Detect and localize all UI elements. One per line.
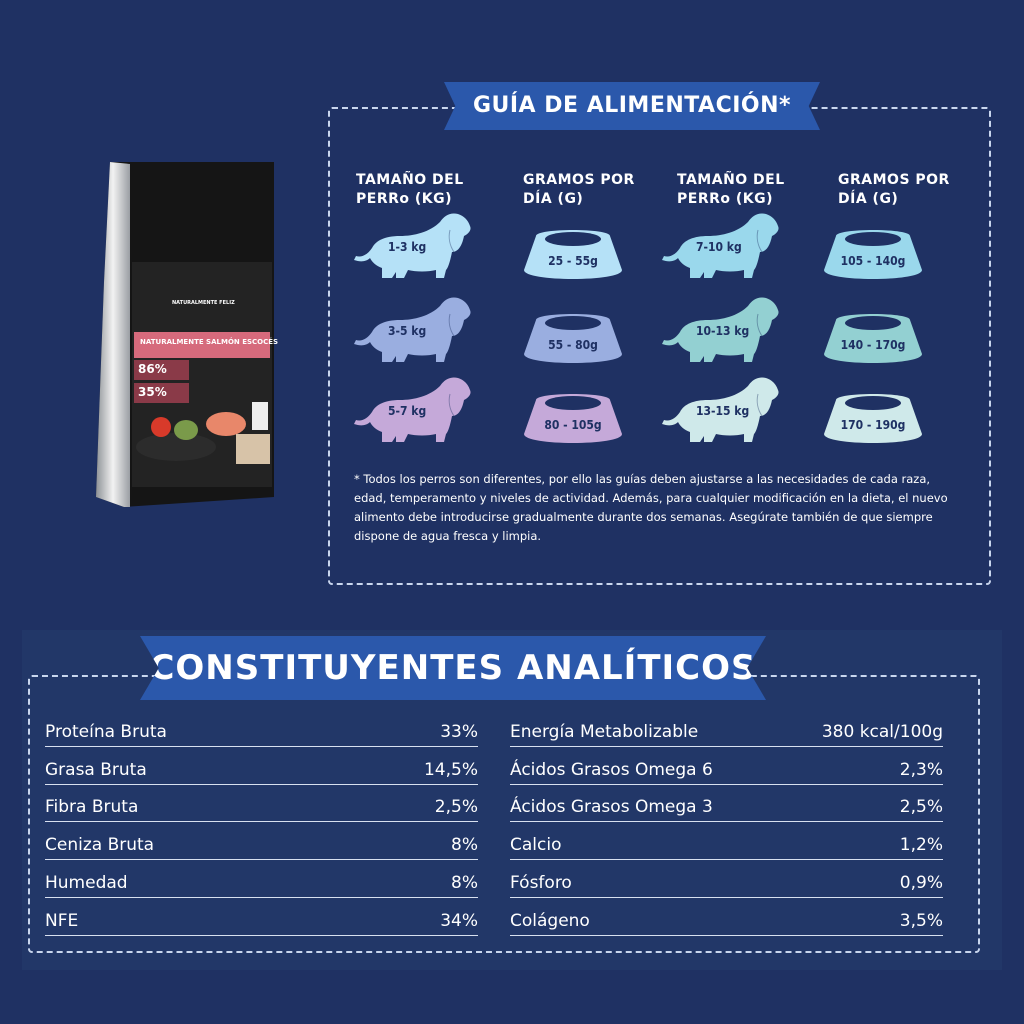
grams-label: 55 - 80g [548,338,598,352]
analysis-label: Energía Metabolizable [510,722,699,742]
bowl-icon: 170 - 190g [822,390,924,444]
analysis-title: CONSTITUYENTES ANALÍTICOS [140,636,766,700]
bowl-icon: 140 - 170g [822,310,924,364]
analysis-row: Calcio 1,2% [510,822,943,861]
grams-label: 105 - 140g [840,254,906,268]
dog-size-label: 3-5 kg [388,324,427,338]
analysis-label: Calcio [510,835,562,856]
dog-size-label: 7-10 kg [696,240,742,254]
analysis-row: Ácidos Grasos Omega 6 2,3% [510,747,943,785]
dog-size-label: 13-15 kg [696,404,750,418]
dog-size-icon: 3-5 kg [352,296,474,364]
analysis-label: Fósforo [510,872,572,893]
analysis-label: Ácidos Grasos Omega 6 [510,759,713,780]
grams-label: 170 - 190g [840,418,906,432]
bowl-icon: 80 - 105g [522,390,624,444]
product-stat-1: 86% [138,362,167,376]
analysis-value: 3,5% [899,910,943,931]
product-bag-image: NATURALMENTE FELIZ NATURALMENTE SALMÓN E… [96,162,278,507]
analysis-row: Grasa Bruta 14,5% [45,747,478,785]
analysis-label: NFE [45,910,79,931]
analysis-label: Grasa Bruta [45,759,147,780]
column-header-dog-size: TAMAÑO DEL PERRo (KG) [677,172,785,207]
analysis-label: Ceniza Bruta [45,835,155,856]
analysis-value: 2,5% [899,797,943,818]
analysis-row: Ácidos Grasos Omega 3 2,5% [510,784,943,823]
analysis-label: Fibra Bruta [45,797,139,818]
analysis-value: 34% [440,910,478,931]
analysis-row: Energía Metabolizable 380 kcal/100g [510,709,943,747]
dog-size-label: 10-13 kg [696,324,750,338]
analysis-value: 14,5% [423,759,478,780]
column-header-dog-size: TAMAÑO DEL PERRo (KG) [356,172,464,207]
analysis-row: Humedad 8% [45,860,478,898]
analysis-label: Ácidos Grasos Omega 3 [510,797,713,818]
bowl-icon: 105 - 140g [822,226,924,280]
feeding-note: * Todos los perros son diferentes, por e… [354,472,948,543]
bowl-icon: 25 - 55g [522,226,624,280]
analysis-value: 380 kcal/100g [821,722,943,742]
feeding-guide-title: GUÍA DE ALIMENTACIÓN* [444,82,820,130]
analysis-value: 2,3% [899,759,943,780]
grams-label: 80 - 105g [544,418,602,432]
bowl-icon: 55 - 80g [522,310,624,364]
analysis-value: 0,9% [899,872,943,893]
analysis-row: NFE 34% [45,898,478,936]
column-header-grams: GRAMOS POR DÍA (G) [523,172,635,207]
dog-size-icon: 13-15 kg [660,376,782,444]
analysis-row: Fósforo 0,9% [510,860,943,898]
analysis-value: 33% [440,722,478,742]
product-name: NATURALMENTE SALMÓN ESCOCÉS [140,338,279,346]
column-header-grams: GRAMOS POR DÍA (G) [838,172,950,207]
dog-size-icon: 10-13 kg [660,296,782,364]
analysis-value: 2,5% [434,797,478,818]
dog-size-label: 5-7 kg [388,404,427,418]
analysis-label: Humedad [45,872,128,893]
dog-size-icon: 1-3 kg [352,212,474,280]
analysis-value: 8% [451,872,478,893]
analysis-value: 1,2% [899,835,943,856]
dog-size-label: 1-3 kg [388,240,427,254]
product-brand: NATURALMENTE FELIZ [172,300,235,306]
analysis-row: Proteína Bruta 33% [45,709,478,747]
analysis-row: Fibra Bruta 2,5% [45,784,478,823]
analysis-value: 8% [451,835,478,856]
analysis-label: Colágeno [510,910,590,931]
analysis-label: Proteína Bruta [45,722,167,742]
dog-size-icon: 5-7 kg [352,376,474,444]
analysis-row: Ceniza Bruta 8% [45,822,478,861]
dog-size-icon: 7-10 kg [660,212,782,280]
analysis-row: Colágeno 3,5% [510,898,943,936]
grams-label: 140 - 170g [840,338,906,352]
grams-label: 25 - 55g [548,254,598,268]
product-stat-2: 35% [138,385,167,399]
